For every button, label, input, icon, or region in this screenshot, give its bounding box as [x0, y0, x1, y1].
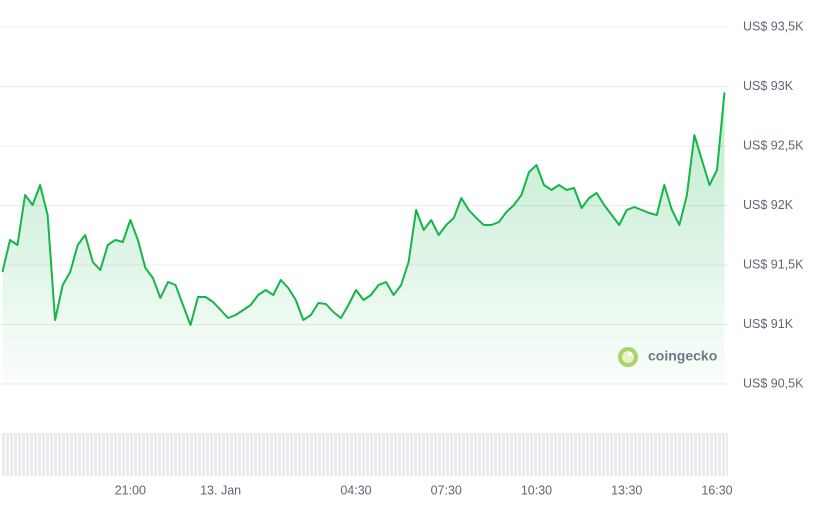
y-tick-label: US$ 91,5K — [743, 257, 804, 271]
x-tick-label: 10:30 — [521, 483, 552, 497]
y-tick-label: US$ 91K — [743, 317, 794, 331]
price-area — [2, 92, 725, 385]
y-tick-label: US$ 92K — [743, 198, 794, 212]
x-tick-label: 04:30 — [340, 483, 371, 497]
watermark-logo: coingecko — [618, 347, 717, 367]
x-tick-label: 21:00 — [115, 483, 146, 497]
price-line — [1, 92, 726, 326]
x-tick-label: 13. Jan — [200, 483, 241, 497]
volume-strip — [2, 433, 728, 476]
y-tick-label: US$ 93K — [743, 79, 794, 93]
x-tick-label: 16:30 — [701, 483, 732, 497]
x-tick-label: 13:30 — [611, 483, 642, 497]
x-tick-label: 07:30 — [431, 483, 462, 497]
watermark: coingecko — [648, 348, 717, 364]
y-tick-label: US$ 90,5K — [743, 376, 804, 390]
y-tick-label: US$ 93,5K — [743, 19, 804, 33]
y-tick-label: US$ 92,5K — [743, 138, 804, 152]
